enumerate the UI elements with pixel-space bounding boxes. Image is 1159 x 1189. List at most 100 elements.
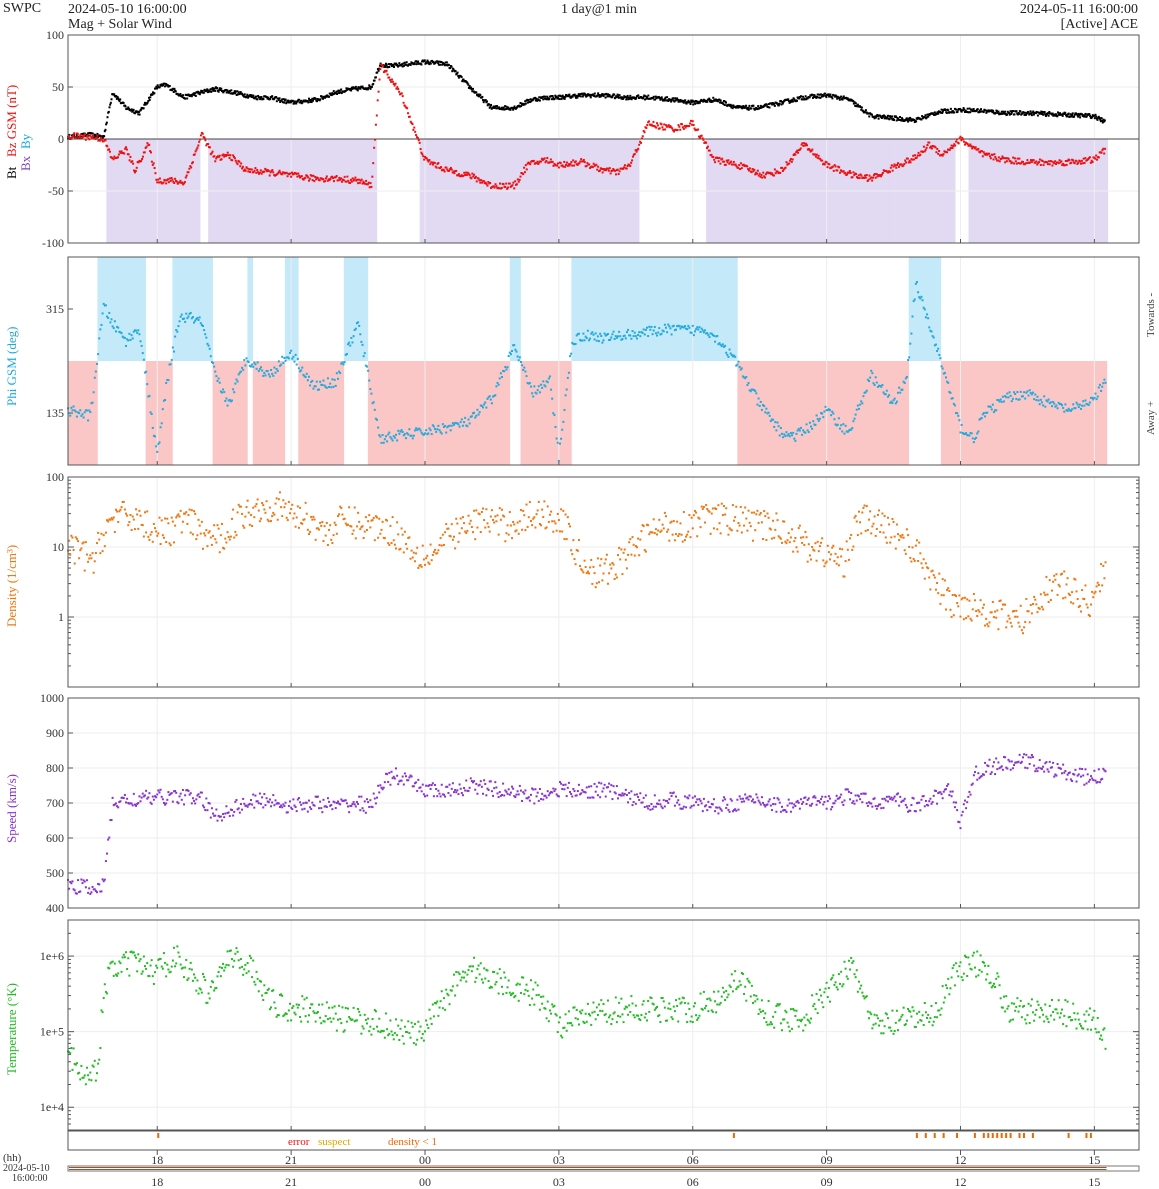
bt-point [674, 97, 677, 100]
bz-gsm-point [1005, 157, 1008, 160]
phi-gsm-point [786, 434, 789, 437]
density-point [470, 526, 473, 529]
bt-point [350, 89, 353, 92]
away-sector-shade [375, 361, 379, 465]
bz-gsm-point [159, 181, 162, 184]
towards-sector-shade [199, 257, 203, 361]
bz-gsm-point [673, 130, 676, 133]
phi-gsm-point [987, 405, 990, 408]
bz-gsm-point [764, 176, 767, 179]
towards-sector-shade [579, 257, 583, 361]
bt-point [620, 97, 623, 100]
phi-gsm-point [881, 383, 884, 386]
bt-point [460, 76, 463, 79]
bz-gsm-point [1053, 162, 1056, 165]
bt-point [907, 117, 910, 120]
bz-gsm-point [517, 180, 520, 183]
density-point [358, 520, 361, 523]
towards-sector-shade [619, 257, 623, 361]
density-point [459, 517, 462, 520]
density-point [499, 518, 502, 521]
phi-gsm-point [419, 429, 422, 432]
bz-gsm-point [955, 140, 958, 143]
bt-point [281, 98, 284, 101]
phi-gsm-point [595, 339, 598, 342]
bt-point [216, 87, 219, 90]
phi-gsm-point [170, 358, 173, 361]
bt-point [959, 108, 962, 111]
bt-point [345, 87, 348, 90]
bt-point [468, 85, 471, 88]
bt-point [990, 109, 993, 112]
phi-gsm-point [969, 432, 972, 435]
bz-gsm-point [718, 156, 721, 159]
phi-gsm-point [860, 400, 863, 403]
bz-gsm-point [556, 164, 559, 167]
bz-gsm-point [381, 64, 384, 67]
bz-gsm-point [670, 126, 673, 129]
phi-gsm-point [670, 333, 673, 336]
density-point [110, 517, 113, 520]
bt-point [233, 90, 236, 93]
away-sector-shade [566, 361, 570, 465]
away-sector-shade [970, 361, 974, 465]
away-sector-shade [809, 361, 813, 465]
density-point [132, 518, 135, 521]
phi-gsm-point [238, 371, 241, 374]
phi-gsm-point [122, 336, 125, 339]
density-point [111, 518, 114, 521]
data-points [67, 59, 1107, 1170]
phi-gsm-point [1006, 392, 1009, 395]
bz-gsm-point [459, 175, 462, 178]
bz-gsm-point [182, 183, 185, 186]
phi-gsm-point [842, 423, 845, 426]
bz-gsm-point [757, 174, 760, 177]
towards-sector-shade [290, 257, 294, 361]
phi-gsm-point [158, 441, 161, 444]
bz-gsm-point [67, 135, 70, 138]
away-sector-shade [424, 361, 428, 465]
bz-gsm-point [1095, 154, 1098, 157]
phi-gsm-point [96, 362, 99, 365]
phi-gsm-point [950, 397, 953, 400]
phi-gsm-point [1086, 403, 1089, 406]
bt-point [889, 116, 892, 119]
phi-gsm-point [466, 425, 469, 428]
density-point [146, 510, 149, 513]
phi-gsm-point [353, 328, 356, 331]
bz-gsm-point [457, 174, 460, 177]
bt-point [358, 87, 361, 90]
bt-point [688, 101, 691, 104]
bz-gsm-point [513, 187, 516, 190]
bz-gsm-point [648, 120, 651, 123]
density-point [133, 528, 136, 531]
bt-point [336, 90, 339, 93]
bz-gsm-point [821, 159, 824, 162]
away-sector-shade [884, 361, 888, 465]
phi-gsm-point [283, 356, 286, 359]
bz-gsm-point [471, 172, 474, 175]
phi-gsm-point [177, 325, 180, 328]
away-sector-shade [812, 361, 816, 465]
density-point [384, 518, 387, 521]
bt-point [220, 87, 223, 90]
bt-point [277, 97, 280, 100]
bt-point [789, 99, 792, 102]
bz-gsm-point [996, 159, 999, 162]
bt-point [471, 90, 474, 93]
bt-point [1003, 112, 1006, 115]
bt-point [557, 94, 560, 97]
bz-gsm-point [162, 181, 165, 184]
bt-point [1023, 113, 1026, 116]
towards-sector-shade [180, 257, 184, 361]
bt-point [346, 88, 349, 91]
density-point [402, 551, 405, 554]
bt-point [209, 88, 212, 91]
bt-point [708, 100, 711, 103]
bt-point [1100, 117, 1103, 120]
away-sector-shade [298, 361, 302, 465]
density-point [220, 523, 223, 526]
bt-point [172, 87, 175, 90]
phi-gsm-point [273, 366, 276, 369]
bt-point [281, 101, 284, 104]
